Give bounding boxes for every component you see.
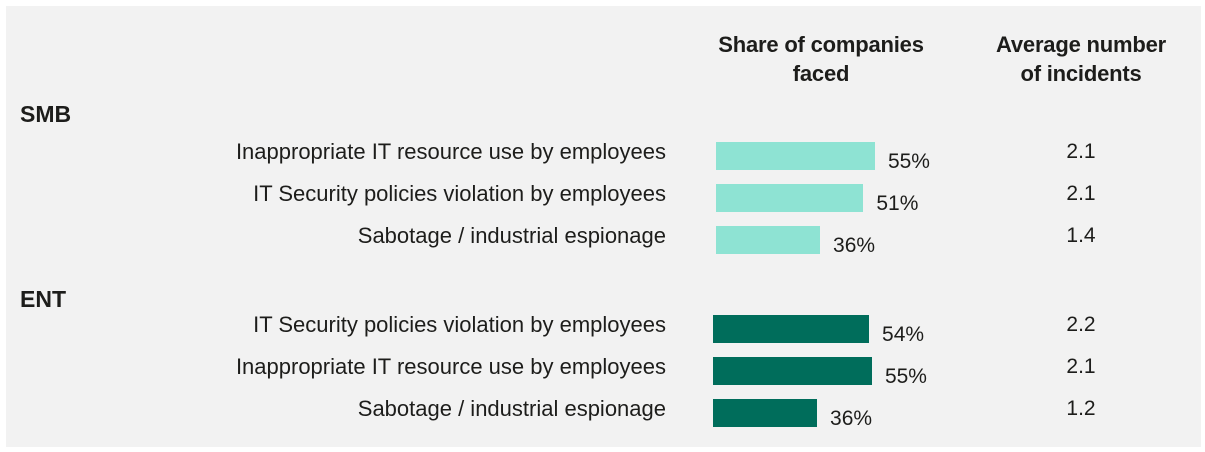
avg-incidents-value: 2.1 (1066, 355, 1096, 378)
row-label: IT Security policies violation by employ… (253, 181, 666, 206)
bar-value-label: 36% (830, 407, 873, 430)
bar-value-label: 51% (876, 192, 919, 215)
row-label: Sabotage / industrial espionage (357, 223, 666, 248)
bar (716, 184, 864, 212)
avg-incidents-value: 2.1 (1066, 182, 1096, 205)
bar (713, 357, 872, 385)
avg-incidents-value: 2.1 (1066, 140, 1096, 163)
row-label: Inappropriate IT resource use by employe… (235, 354, 666, 379)
group-label-smb: SMB (20, 101, 72, 127)
avg-incidents-value: 1.2 (1066, 397, 1096, 420)
bar (716, 142, 875, 170)
avg-column-header: Average number of incidents (971, 30, 1191, 88)
row-label: Sabotage / industrial espionage (357, 396, 666, 421)
bar-value-label: 55% (884, 365, 927, 388)
share-header-line1: Share of companies (718, 32, 924, 57)
avg-incidents-value: 2.2 (1066, 313, 1096, 336)
chart-panel: Share of companies faced Average number … (6, 6, 1201, 447)
share-header-line2: faced (792, 61, 850, 86)
bar (713, 315, 870, 343)
bar-value-label: 36% (833, 234, 876, 257)
avg-incidents-value: 1.4 (1066, 224, 1096, 247)
avg-header-line1: Average number (996, 32, 1166, 57)
share-column-header: Share of companies faced (686, 30, 956, 88)
bar-value-label: 55% (887, 150, 930, 173)
bar (713, 399, 818, 427)
row-label: Inappropriate IT resource use by employe… (235, 139, 666, 164)
group-label-ent: ENT (20, 286, 66, 312)
avg-header-line2: of incidents (1020, 61, 1142, 86)
bar (716, 226, 821, 254)
bar-value-label: 54% (882, 323, 925, 346)
row-label: IT Security policies violation by employ… (253, 312, 666, 337)
